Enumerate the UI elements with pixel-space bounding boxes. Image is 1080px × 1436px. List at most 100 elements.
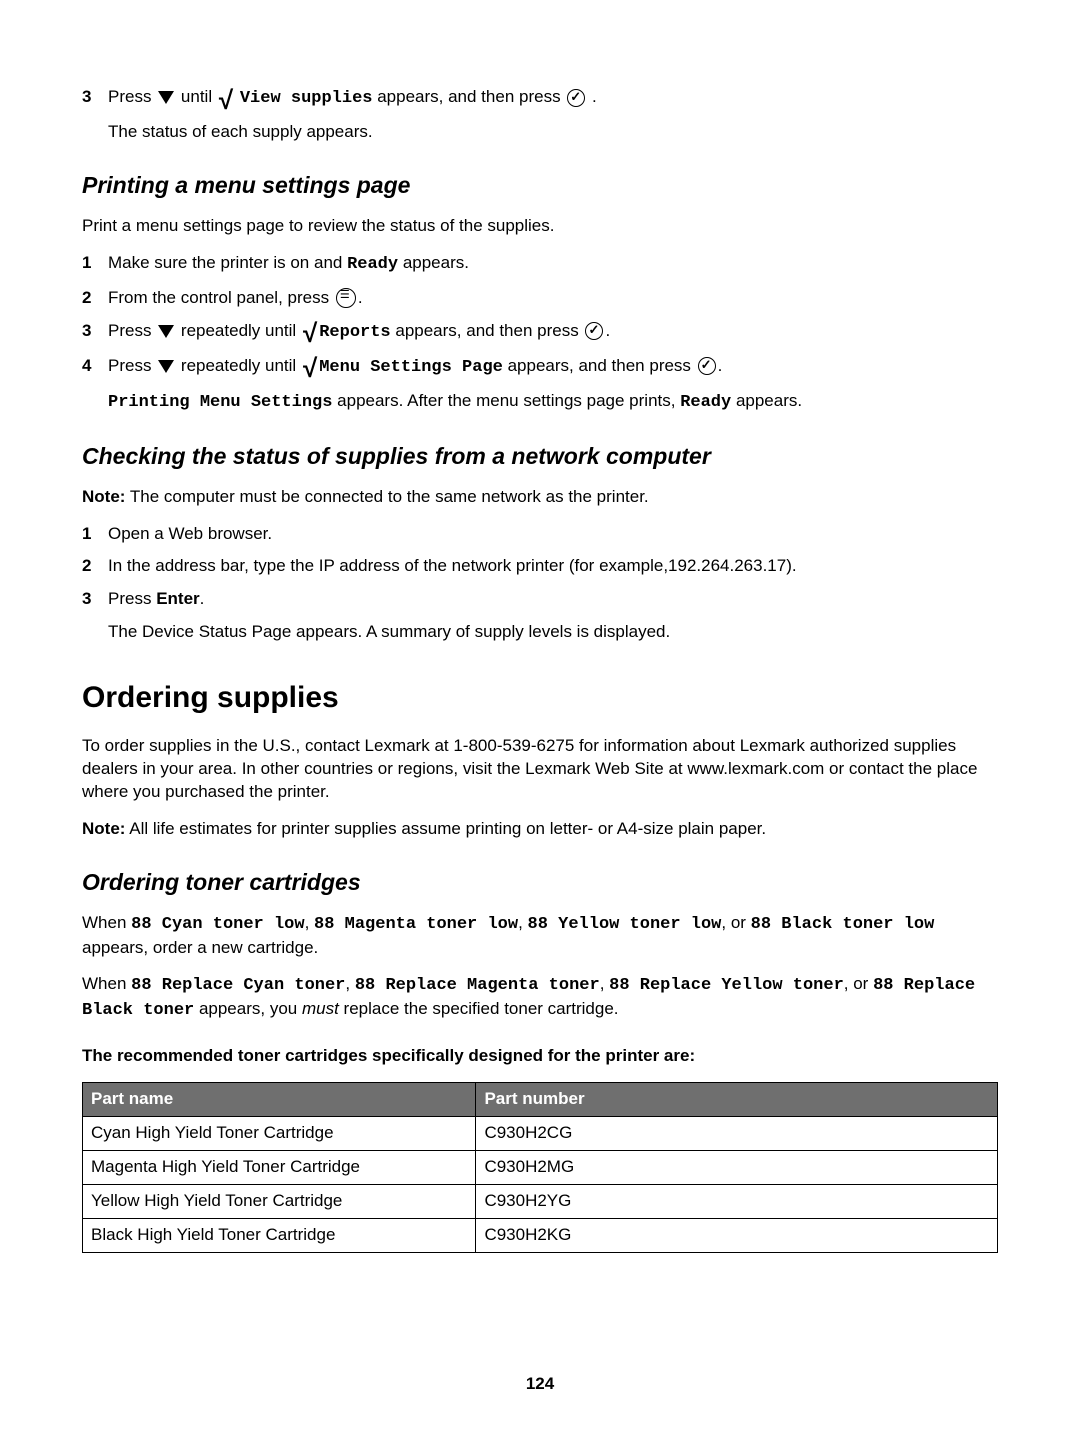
text: appears, and then press <box>377 87 565 106</box>
code: View supplies <box>240 89 373 108</box>
down-arrow-icon <box>158 360 174 373</box>
text: . <box>592 87 597 106</box>
text: replace the specified toner cartridge. <box>339 999 619 1018</box>
paragraph: Print a menu settings page to review the… <box>82 215 998 238</box>
text: Make sure the printer is on and <box>108 253 347 272</box>
table-row: Black High Yield Toner Cartridge C930H2K… <box>83 1219 998 1253</box>
step-subtext: Printing Menu Settings appears. After th… <box>108 390 998 415</box>
code: 88 Yellow toner low <box>528 915 722 934</box>
heading-check-network: Checking the status of supplies from a n… <box>82 441 998 472</box>
step-subtext: The Device Status Page appears. A summar… <box>108 621 998 644</box>
text: . <box>605 321 610 340</box>
toner-cartridge-table: Part name Part number Cyan High Yield To… <box>82 1082 998 1253</box>
text: appears. <box>398 253 469 272</box>
text: until <box>181 87 217 106</box>
step-number: 3 <box>82 86 108 111</box>
step-body: Press Enter. <box>108 588 998 611</box>
paragraph: To order supplies in the U.S., contact L… <box>82 735 998 804</box>
print-step-1: 1 Make sure the printer is on and Ready … <box>82 252 998 277</box>
text: , <box>345 974 354 993</box>
code: Printing Menu Settings <box>108 393 332 412</box>
step-body: Press repeatedly until √Reports appears,… <box>108 320 998 345</box>
code: 88 Cyan toner low <box>131 915 304 934</box>
print-step-3: 3 Press repeatedly until √Reports appear… <box>82 320 998 345</box>
print-step-2: 2 From the control panel, press . <box>82 287 998 310</box>
note-label: Note: <box>82 487 125 506</box>
cell-part-number: C930H2YG <box>476 1185 998 1219</box>
table-row: Yellow High Yield Toner Cartridge C930H2… <box>83 1185 998 1219</box>
text: . <box>718 356 723 375</box>
text: , or <box>844 974 873 993</box>
code: 88 Replace Cyan toner <box>131 976 345 995</box>
toner-paragraph-1: When 88 Cyan toner low, 88 Magenta toner… <box>82 912 998 960</box>
check-step-2: 2 In the address bar, type the IP addres… <box>82 555 998 578</box>
step-number: 4 <box>82 355 108 380</box>
text: , or <box>721 913 750 932</box>
text: appears, and then press <box>391 321 584 340</box>
step-view-supplies: 3 Press until √ View supplies appears, a… <box>82 86 998 111</box>
down-arrow-icon <box>158 325 174 338</box>
code: 88 Replace Yellow toner <box>609 976 844 995</box>
cell-part-name: Yellow High Yield Toner Cartridge <box>83 1185 476 1219</box>
cell-part-number: C930H2CG <box>476 1117 998 1151</box>
text: appears, and then press <box>503 356 696 375</box>
text: appears. After the menu settings page pr… <box>332 391 680 410</box>
table-row: Cyan High Yield Toner Cartridge C930H2CG <box>83 1117 998 1151</box>
menu-button-icon <box>336 288 356 308</box>
step-body: Make sure the printer is on and Ready ap… <box>108 252 998 277</box>
cell-part-name: Magenta High Yield Toner Cartridge <box>83 1151 476 1185</box>
step-body: Press until √ View supplies appears, and… <box>108 86 998 111</box>
text: , <box>600 974 609 993</box>
table-caption: The recommended toner cartridges specifi… <box>82 1045 998 1068</box>
bold-text: Enter <box>156 589 199 608</box>
text: . <box>200 589 205 608</box>
cell-part-number: C930H2KG <box>476 1219 998 1253</box>
step-body: Press repeatedly until √Menu Settings Pa… <box>108 355 998 380</box>
text: , <box>518 913 527 932</box>
step-number: 3 <box>82 588 108 611</box>
heading-printing-menu: Printing a menu settings page <box>82 170 998 201</box>
check-step-3: 3 Press Enter. <box>82 588 998 611</box>
step-body: Open a Web browser. <box>108 523 998 546</box>
toner-paragraph-2: When 88 Replace Cyan toner, 88 Replace M… <box>82 973 998 1023</box>
text: . <box>358 288 363 307</box>
text: Press <box>108 87 156 106</box>
text: The computer must be connected to the sa… <box>125 487 648 506</box>
step-body: From the control panel, press . <box>108 287 998 310</box>
select-button-icon <box>698 357 716 375</box>
cell-part-name: Cyan High Yield Toner Cartridge <box>83 1117 476 1151</box>
print-step-4: 4 Press repeatedly until √Menu Settings … <box>82 355 998 380</box>
column-header-part-number: Part number <box>476 1083 998 1117</box>
step-number: 2 <box>82 287 108 310</box>
text: When <box>82 913 131 932</box>
note-label: Note: <box>82 819 125 838</box>
code: Reports <box>319 323 390 342</box>
select-button-icon <box>585 322 603 340</box>
check-step-1: 1 Open a Web browser. <box>82 523 998 546</box>
text: repeatedly until <box>176 356 301 375</box>
text: When <box>82 974 131 993</box>
heading-ordering-supplies: Ordering supplies <box>82 678 998 719</box>
code: 88 Replace Magenta toner <box>355 976 600 995</box>
text: repeatedly until <box>176 321 301 340</box>
down-arrow-icon <box>158 91 174 104</box>
note-paragraph: Note: The computer must be connected to … <box>82 486 998 509</box>
step-number: 1 <box>82 252 108 277</box>
step-subtext: The status of each supply appears. <box>108 121 998 144</box>
code: Ready <box>680 393 731 412</box>
step-body: In the address bar, type the IP address … <box>108 555 998 578</box>
heading-ordering-toner: Ordering toner cartridges <box>82 867 998 898</box>
text: appears, order a new cartridge. <box>82 938 318 957</box>
text: , <box>305 913 314 932</box>
table-row: Magenta High Yield Toner Cartridge C930H… <box>83 1151 998 1185</box>
italic-text: must <box>302 999 339 1018</box>
cell-part-number: C930H2MG <box>476 1151 998 1185</box>
text: appears. <box>731 391 802 410</box>
code: 88 Magenta toner low <box>314 915 518 934</box>
text: appears, you <box>194 999 302 1018</box>
text: From the control panel, press <box>108 288 334 307</box>
column-header-part-name: Part name <box>83 1083 476 1117</box>
note-paragraph: Note: All life estimates for printer sup… <box>82 818 998 841</box>
text: All life estimates for printer supplies … <box>125 819 766 838</box>
code: 88 Black toner low <box>751 915 935 934</box>
